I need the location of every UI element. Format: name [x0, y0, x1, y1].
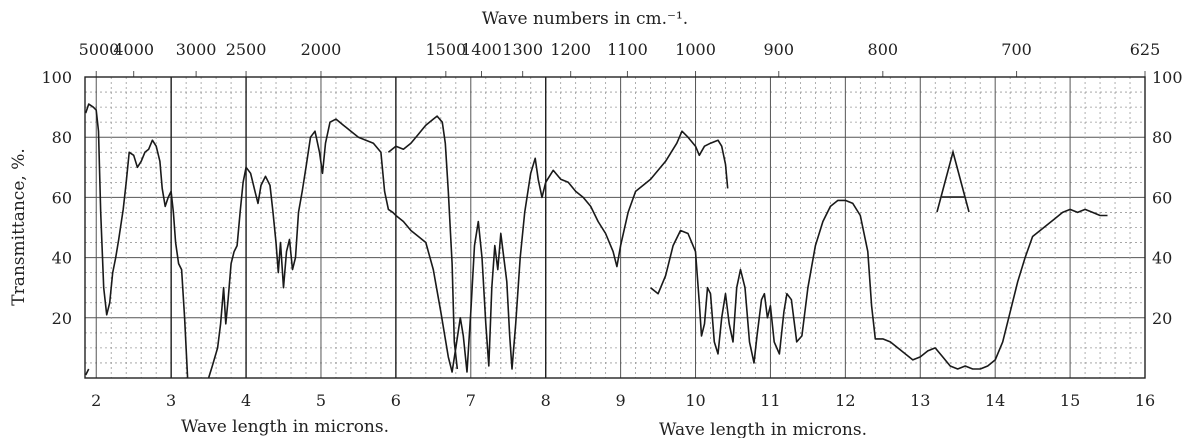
x-tick-label: 9	[616, 391, 626, 410]
spectrum-trace	[650, 199, 1108, 370]
spectrum-trace	[84, 368, 90, 376]
top-tick-label: 1000	[675, 40, 716, 59]
x-tick-label: 7	[466, 391, 476, 410]
y-tick-label-right: 20	[1152, 309, 1172, 328]
y-tick-label-left: 60	[52, 188, 72, 207]
x-tick-label: 13	[910, 391, 930, 410]
x-tick-label: 3	[166, 391, 176, 410]
top-tick-label: 4000	[113, 40, 154, 59]
top-tick-label: 1300	[502, 40, 543, 59]
x-tick-label: 4	[241, 391, 251, 410]
x-tick-label: 10	[685, 391, 705, 410]
y-tick-label-right: 100	[1152, 68, 1183, 87]
spectrum-traces	[84, 103, 1108, 379]
x-tick-label: 5	[316, 391, 326, 410]
spectrum-trace	[387, 115, 459, 370]
sample-mark	[936, 148, 970, 213]
x-axis-title-left: Wave length in microns.	[181, 417, 389, 437]
plot-frame	[84, 76, 1146, 379]
top-tick-label: 2500	[226, 40, 267, 59]
y-tick-label-right: 60	[1152, 188, 1172, 207]
x-tick-label: 8	[541, 391, 551, 410]
top-tick-label: 900	[763, 40, 794, 59]
top-tick-label: 5000	[79, 40, 120, 59]
x-tick-label: 2	[91, 391, 101, 410]
spectrum-trace	[207, 118, 729, 379]
top-tick-label: 2000	[301, 40, 342, 59]
y-tick-labels: 20 20 40 40 60 60 80 80 100 100	[41, 68, 1182, 328]
y-tick-label-left: 100	[41, 68, 72, 87]
y-tick-label-right: 40	[1152, 249, 1172, 268]
top-tick-label: 3000	[176, 40, 217, 59]
top-tick-label: 700	[1001, 40, 1032, 59]
y-tick-label-right: 80	[1152, 128, 1172, 147]
top-tick-label: 1400	[461, 40, 502, 59]
top-tick-label: 625	[1130, 40, 1161, 59]
y-tick-label-left: 40	[52, 249, 72, 268]
chart-title: Wave numbers in cm.⁻¹.	[482, 9, 688, 29]
x-tick-label: 6	[391, 391, 401, 410]
x-tick-label: 14	[985, 391, 1005, 410]
x-tick-labels: 2 3 4 5 6 7 8 9 10 11 12 13 14 15 16	[91, 391, 1155, 410]
x-tick-label: 16	[1135, 391, 1155, 410]
grid	[85, 71, 1146, 378]
x-tick-label: 11	[760, 391, 780, 410]
spectrum-trace	[84, 103, 189, 379]
top-tick-label: 1500	[425, 40, 466, 59]
x-tick-label: 15	[1060, 391, 1080, 410]
top-tick-label: 800	[868, 40, 899, 59]
y-tick-label-left: 20	[52, 309, 72, 328]
y-axis-title: Transmittance, %.	[9, 148, 29, 306]
top-tick-label: 1100	[607, 40, 648, 59]
top-tick-label: 1200	[550, 40, 591, 59]
y-tick-label-left: 80	[52, 128, 72, 147]
x-axis-title-right: Wave length in microns.	[659, 420, 867, 438]
x-tick-label: 12	[835, 391, 855, 410]
